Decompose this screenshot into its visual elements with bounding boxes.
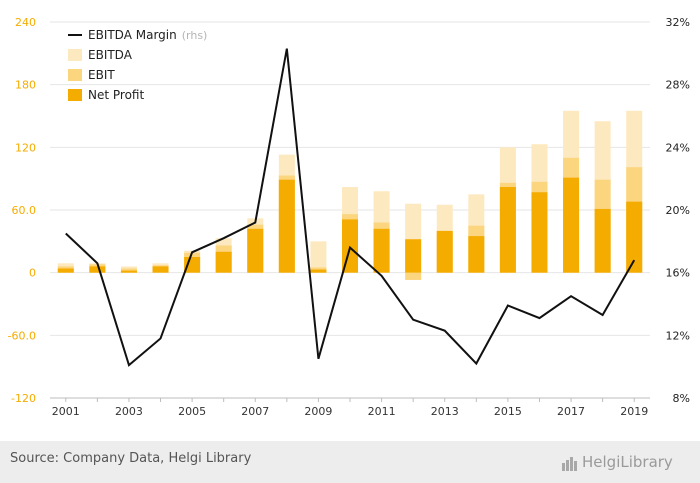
legend-label: Net Profit <box>88 88 144 102</box>
x-tick-label: 2001 <box>52 405 80 418</box>
library-icon <box>562 457 577 471</box>
bar-net-profit <box>531 192 548 273</box>
y-left-tick-label: 120 <box>15 141 36 154</box>
bar-net-profit <box>120 270 137 273</box>
bar-net-profit <box>278 179 295 273</box>
y-right-tick-label: 12% <box>666 329 690 342</box>
helgi-library-logo: HelgiLibrary <box>562 453 673 471</box>
x-tick-label: 2005 <box>178 405 206 418</box>
bar-net-profit <box>626 201 643 273</box>
legend-swatch <box>68 89 82 101</box>
source-note: Source: Company Data, Helgi Library <box>10 451 252 466</box>
bar-net-profit <box>563 177 580 273</box>
bar-net-profit <box>436 230 453 273</box>
bar-net-profit <box>594 208 611 273</box>
legend-label: EBITDA Margin <box>88 28 177 42</box>
y-right-tick-label: 16% <box>666 267 690 280</box>
x-tick-label: 2003 <box>115 405 143 418</box>
bar-ebitda <box>310 241 327 273</box>
bar-net-profit <box>499 187 516 273</box>
legend-label: EBITDA <box>88 48 133 62</box>
y-left-tick-label: 180 <box>15 79 36 92</box>
x-tick-label: 2019 <box>620 405 648 418</box>
x-tick-label: 2017 <box>557 405 585 418</box>
x-tick-label: 2007 <box>241 405 269 418</box>
bar-net-profit <box>57 268 74 273</box>
legend-suffix: (rhs) <box>182 29 208 42</box>
y-right-tick-label: 24% <box>666 141 690 154</box>
bar-net-profit <box>405 239 422 273</box>
bar-ebit <box>120 268 137 273</box>
y-left-tick-label: 60.0 <box>12 204 37 217</box>
logo-text: HelgiLibrary <box>582 453 673 471</box>
bar-net-profit <box>89 266 106 273</box>
bar-net-profit <box>468 236 485 273</box>
y-right-tick-label: 8% <box>673 392 690 405</box>
footer: Source: Company Data, Helgi Library Helg… <box>0 441 700 483</box>
x-tick-label: 2011 <box>368 405 396 418</box>
x-tick-label: 2009 <box>304 405 332 418</box>
bar-net-profit <box>310 269 327 273</box>
legend-label: EBIT <box>88 68 115 82</box>
x-tick-label: 2013 <box>431 405 459 418</box>
y-left-tick-label: -120 <box>11 392 36 405</box>
y-right-tick-label: 20% <box>666 204 690 217</box>
legend-swatch <box>68 49 82 61</box>
bar-net-profit <box>373 228 390 273</box>
line-ebitda-margin <box>65 48 636 367</box>
bar-net-profit <box>152 266 169 273</box>
y-right-tick-label: 28% <box>666 79 690 92</box>
y-left-tick-label: 240 <box>15 16 36 29</box>
combo-chart: 240 180 120 60.0 0 -60.0 -120 32% 28% 24% 20% 16% 12… <box>8 16 690 418</box>
bar-ebit <box>405 272 422 280</box>
x-tick-label: 2015 <box>494 405 522 418</box>
bar-net-profit <box>215 251 232 273</box>
y-right-tick-label: 32% <box>666 16 690 29</box>
y-left-tick-label: -60.0 <box>8 329 36 342</box>
legend-swatch <box>68 69 82 81</box>
y-left-tick-label: 0 <box>29 267 36 280</box>
bar-net-profit <box>247 228 264 273</box>
